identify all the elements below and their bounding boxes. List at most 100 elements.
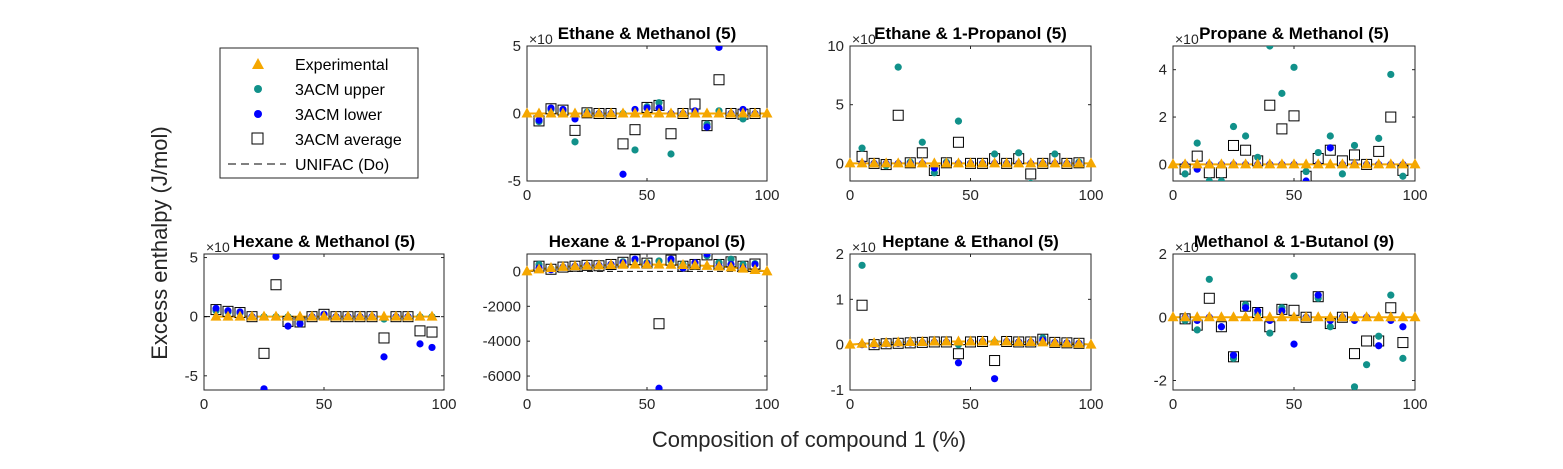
point-3acm-lower (655, 384, 663, 390)
point-3acm-lower (296, 320, 304, 328)
point-3acm-upper (1314, 148, 1322, 157)
point-experimental (952, 157, 964, 168)
point-experimental (653, 258, 665, 269)
point-experimental (665, 258, 677, 269)
point-experimental (1049, 336, 1061, 347)
point-experimental (306, 310, 318, 321)
point-experimental (868, 337, 880, 348)
point-3acm-upper (991, 150, 999, 158)
point-experimental (928, 157, 940, 168)
point-3acm-upper (858, 144, 866, 152)
point-experimental (258, 310, 270, 321)
point-3acm-average (258, 347, 270, 359)
point-experimental (1409, 311, 1421, 322)
point-experimental (1025, 157, 1037, 168)
point-3acm-average (1373, 145, 1385, 157)
point-3acm-upper (1051, 150, 1059, 158)
point-experimental (557, 260, 569, 271)
point-experimental (1312, 311, 1324, 322)
axis-multiplier: ×10 (852, 31, 876, 47)
point-3acm-upper (1266, 329, 1274, 337)
point-experimental (282, 310, 294, 321)
point-experimental (1228, 311, 1239, 322)
panel-title: Propane & Methanol (5) (1199, 24, 1389, 43)
x-tick-label: 100 (1078, 187, 1103, 204)
point-experimental (713, 107, 725, 118)
point-3acm-upper (1181, 170, 1189, 178)
point-experimental (629, 258, 641, 269)
point-experimental (557, 107, 569, 118)
point-3acm-lower (703, 123, 711, 131)
point-3acm-upper (1193, 139, 1201, 147)
point-3acm-average (1276, 123, 1288, 135)
y-tick-label: -2000 (483, 298, 521, 315)
legend-label-lower: 3ACM lower (295, 107, 383, 124)
point-3acm-upper (1266, 46, 1274, 50)
point-experimental (1288, 311, 1300, 322)
point-experimental (1264, 311, 1276, 322)
legend-label-average: 3ACM average (295, 132, 402, 149)
point-experimental (844, 157, 856, 168)
point-experimental (940, 157, 952, 168)
point-experimental (402, 310, 414, 321)
panel-hexane-propanol: 0 50 100 -6000 -4000 -2000 0 Hexane & 1-Propano… (483, 232, 780, 413)
x-tick-label: 100 (1402, 187, 1427, 204)
point-experimental (653, 107, 665, 118)
point-experimental (641, 107, 653, 118)
point-experimental (342, 310, 354, 321)
point-experimental (1179, 311, 1191, 322)
y-tick-label: 2 (1159, 109, 1167, 126)
point-3acm-average (270, 279, 282, 291)
x-tick-label: 50 (1286, 187, 1303, 204)
point-experimental (677, 258, 689, 269)
y-tick-label: 4 (1159, 62, 1167, 79)
point-experimental (1167, 158, 1179, 169)
point-3acm-average (1240, 144, 1252, 156)
point-experimental (916, 335, 928, 346)
point-experimental (989, 335, 1001, 346)
point-experimental (856, 337, 868, 348)
point-experimental (1264, 158, 1276, 169)
axis-multiplier: ×10 (1175, 31, 1199, 47)
point-experimental (378, 310, 390, 321)
point-3acm-average (713, 74, 725, 86)
point-3acm-upper (1254, 153, 1262, 161)
y-tick-label: 2 (836, 246, 844, 263)
x-axis-label: Composition of compound 1 (%) (652, 427, 966, 452)
point-3acm-upper (954, 117, 963, 125)
point-experimental (1336, 311, 1348, 322)
point-experimental (904, 335, 916, 346)
point-experimental (1252, 311, 1264, 322)
point-3acm-average (426, 326, 438, 338)
point-experimental (1037, 157, 1049, 168)
point-experimental (977, 157, 989, 168)
point-experimental (749, 107, 761, 118)
x-tick-label: 100 (754, 396, 779, 413)
point-experimental (1385, 311, 1397, 322)
point-experimental (569, 107, 581, 118)
point-experimental (1240, 311, 1252, 322)
point-3acm-average (1228, 139, 1239, 151)
x-tick-label: 0 (523, 396, 531, 413)
point-3acm-upper (1326, 323, 1334, 331)
point-experimental (330, 310, 342, 321)
point-experimental (270, 310, 282, 321)
point-experimental (1361, 158, 1373, 169)
point-3acm-average (665, 128, 677, 140)
panel-title: Ethane & Methanol (5) (558, 24, 737, 43)
point-experimental (1191, 311, 1203, 322)
point-experimental (701, 259, 713, 270)
point-3acm-average (892, 109, 904, 121)
point-experimental (1025, 335, 1037, 346)
point-experimental (1215, 158, 1227, 169)
y-tick-label: -2 (1154, 373, 1167, 390)
point-3acm-lower (284, 322, 292, 330)
point-3acm-upper (1278, 89, 1286, 97)
point-3acm-average (378, 332, 390, 344)
point-experimental (761, 107, 773, 118)
point-3acm-lower (272, 254, 280, 260)
legend-box (219, 47, 419, 179)
